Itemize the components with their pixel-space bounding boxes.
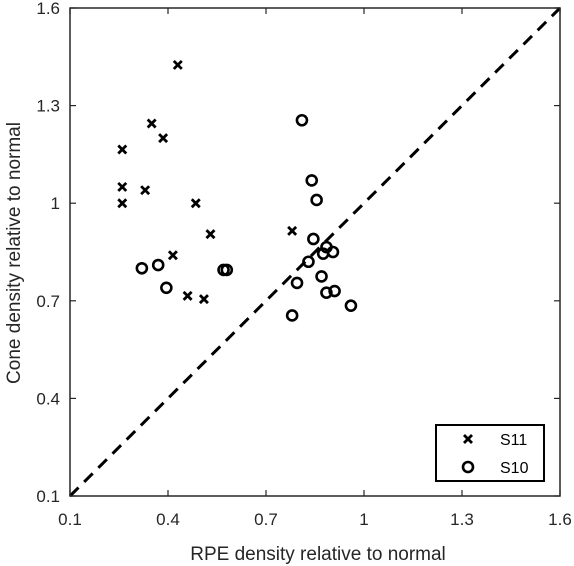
data-point-s10 xyxy=(151,258,165,272)
x-marker-stroke xyxy=(140,185,151,196)
x-marker-stroke xyxy=(158,133,169,144)
data-point-s11 xyxy=(117,144,128,155)
plot-area: 0.1 0.4 0.7 1 1.3 1.6 0.1 0.4 0.7 1 1.3 1.6 S11 S10 xyxy=(36,0,571,529)
y-tick-label: 1 xyxy=(51,194,60,213)
data-point-s11 xyxy=(198,294,209,305)
data-point-s10 xyxy=(344,299,358,312)
diagonal-reference-line xyxy=(68,6,562,498)
legend-marker-s11 xyxy=(463,434,473,444)
data-point-s11 xyxy=(140,185,151,196)
data-point-s10 xyxy=(328,284,341,298)
y-tick-label: 1.3 xyxy=(36,97,60,116)
data-point-s10 xyxy=(160,281,173,295)
data-point-s10 xyxy=(220,263,234,277)
x-tick-label: 0.7 xyxy=(254,510,278,529)
y-tick-label: 0.7 xyxy=(36,292,60,311)
plot-frame xyxy=(69,7,561,497)
y-tick-label: 0.4 xyxy=(36,389,60,408)
data-point-s10 xyxy=(315,270,328,283)
data-point-s11 xyxy=(182,290,193,301)
x-marker-stroke xyxy=(172,59,183,70)
x-tick-label: 0.4 xyxy=(156,510,180,529)
legend-label-s11: S11 xyxy=(500,432,527,449)
series-s10 xyxy=(135,113,358,322)
data-point-s11 xyxy=(172,59,183,70)
data-point-s10 xyxy=(307,232,320,246)
data-point-s10 xyxy=(295,113,309,127)
legend-label-s10: S10 xyxy=(500,460,529,477)
y-axis-label: Cone density relative to normal xyxy=(4,122,25,384)
x-marker-stroke xyxy=(117,144,128,155)
series-s11 xyxy=(117,59,298,305)
data-point-s11 xyxy=(167,250,178,261)
x-marker-stroke xyxy=(205,229,216,240)
data-point-s11 xyxy=(287,225,298,236)
x-marker-stroke xyxy=(190,198,201,209)
legend: S11 S10 xyxy=(435,424,545,482)
y-tick-label: 1.6 xyxy=(36,0,60,18)
legend-marker-s10 xyxy=(461,460,475,474)
legend-box xyxy=(435,424,545,482)
x-marker-stroke xyxy=(167,250,178,261)
y-tick-label: 0.1 xyxy=(36,487,60,506)
data-point-s11 xyxy=(146,118,157,129)
data-point-s10 xyxy=(305,174,319,187)
x-marker-stroke xyxy=(182,290,193,301)
x-marker-stroke xyxy=(146,118,157,129)
data-point-s10 xyxy=(326,245,340,259)
data-point-s10 xyxy=(285,309,299,322)
x-tick-label: 1.3 xyxy=(450,510,474,529)
x-tick-label: 1.6 xyxy=(548,510,572,529)
x-marker-stroke xyxy=(117,198,128,209)
data-point-s10 xyxy=(310,193,323,207)
data-point-s10 xyxy=(135,261,149,275)
x-tick-label: 0.1 xyxy=(58,510,82,529)
data-point-s11 xyxy=(158,133,169,144)
x-axis-label: RPE density relative to normal xyxy=(190,544,446,565)
data-point-s10 xyxy=(320,286,333,299)
x-marker-stroke xyxy=(198,294,209,305)
x-marker-stroke xyxy=(463,434,473,444)
data-point-s11 xyxy=(117,181,128,192)
data-point-s11 xyxy=(117,198,128,209)
data-point-s11 xyxy=(205,229,216,240)
x-marker-stroke xyxy=(287,225,298,236)
data-point-s10 xyxy=(302,255,315,269)
x-marker-stroke xyxy=(117,181,128,192)
x-tick-label: 1 xyxy=(359,510,368,529)
data-point-s11 xyxy=(190,198,201,209)
data-point-s10 xyxy=(290,276,304,290)
